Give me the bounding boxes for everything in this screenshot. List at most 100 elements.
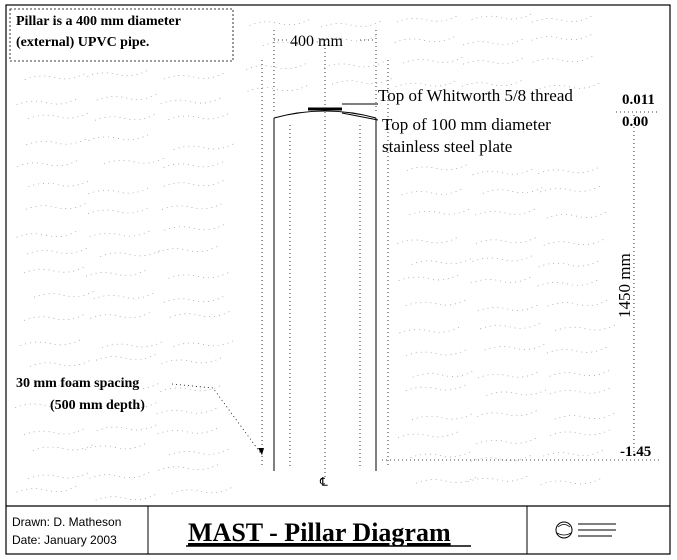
soil-hatch-stroke (160, 385, 221, 392)
soil-hatch-stroke (461, 80, 523, 87)
soil-hatch-stroke (100, 250, 161, 257)
soil-hatch-stroke (85, 443, 146, 450)
soil-hatch-stroke (17, 160, 78, 167)
plate-leader (341, 112, 379, 121)
soil-hatch-stroke (94, 114, 156, 121)
soil-hatch-stroke (161, 357, 222, 364)
soil-hatch-stroke (477, 371, 539, 379)
pillar-note-line2: (external) UPVC pipe. (16, 35, 149, 50)
soil-hatch-stroke (477, 304, 538, 312)
soil-hatch-stroke (401, 188, 462, 196)
soil-hatch-stroke (247, 84, 308, 92)
soil-hatch-stroke (470, 276, 531, 284)
soil-hatch-stroke (87, 207, 149, 215)
soil-hatch-stroke (540, 478, 601, 485)
soil-hatch-stroke (531, 15, 593, 23)
soil-hatch-stroke (532, 56, 593, 63)
soil-hatch-stroke (409, 208, 470, 216)
soil-hatch-stroke (102, 341, 163, 349)
foam-leader-arrow (258, 448, 264, 455)
soil-hatch-stroke (538, 260, 599, 268)
soil-hatch-stroke (462, 38, 524, 46)
soil-hatch-stroke (546, 346, 608, 354)
soil-hatch-stroke (28, 180, 89, 188)
soil-hatch-stroke (397, 431, 459, 439)
soil-hatch-stroke (546, 211, 607, 219)
plate-callout-line2: stainless steel plate (382, 137, 512, 156)
soil-hatch-stroke (399, 326, 460, 334)
soil-hatch-stroke (554, 412, 615, 420)
soil-hatch-stroke (96, 424, 157, 432)
soil-hatch-stroke (405, 299, 466, 307)
soil-hatch-stroke (85, 269, 147, 277)
soil-hatch-stroke (537, 279, 598, 287)
soil-hatch-stroke (163, 72, 225, 80)
soil-hatch-stroke (161, 203, 223, 210)
soil-hatch-stroke (95, 353, 157, 361)
soil-hatch-stroke (29, 360, 91, 367)
soil-hatch-stroke (411, 413, 473, 421)
soil-hatch-stroke (484, 343, 545, 351)
drawn-date: Date: January 2003 (12, 533, 117, 547)
soil-hatch-stroke (173, 143, 234, 151)
soil-hatch-stroke (249, 19, 310, 26)
soil-hatch-stroke (163, 161, 224, 168)
soil-hatching (15, 13, 616, 501)
soil-hatch-stroke (246, 63, 307, 70)
soil-hatch-stroke (394, 36, 455, 43)
soil-hatch-stroke (33, 290, 95, 298)
soil-hatch-stroke (482, 187, 543, 194)
width-label: 400 mm (290, 33, 343, 50)
soil-hatch-stroke (323, 61, 385, 68)
soil-hatch-stroke (88, 187, 149, 195)
soil-hatch-stroke (540, 185, 601, 193)
soil-hatch-stroke (24, 73, 85, 80)
soil-hatch-stroke (531, 33, 592, 41)
soil-hatch-stroke (402, 56, 464, 64)
soil-hatch-stroke (88, 134, 149, 141)
foam-note-line2: (500 mm depth) (50, 398, 145, 413)
soil-hatch-stroke (471, 13, 532, 21)
level-plate: 0.00 (622, 114, 648, 130)
soil-hatch-stroke (23, 428, 85, 436)
soil-hatch-stroke (410, 451, 471, 459)
soil-hatch-stroke (15, 401, 76, 408)
soil-hatch-stroke (160, 97, 221, 105)
soil-hatch-stroke (87, 70, 148, 77)
soil-hatch-stroke (406, 164, 468, 171)
soil-hatch-stroke (28, 472, 89, 480)
soil-hatch-stroke (549, 387, 611, 395)
soil-hatch-stroke (25, 202, 87, 210)
foam-leader (171, 383, 263, 456)
pillar-top-dome (273, 110, 377, 119)
soil-hatch-stroke (550, 429, 611, 436)
soil-hatch-stroke (396, 15, 458, 23)
soil-hatch-stroke (16, 485, 77, 493)
soil-hatch-stroke (397, 237, 458, 244)
soil-hatch-stroke (169, 311, 231, 318)
soil-hatch-stroke (156, 407, 217, 415)
soil-hatch-stroke (405, 384, 466, 392)
soil-hatch-stroke (96, 93, 157, 101)
soil-hatch-stroke (169, 448, 230, 456)
plate-callout-line1: Top of 100 mm diameter (382, 115, 551, 134)
pillar-note-box (9, 8, 234, 62)
soil-hatch-stroke (411, 258, 472, 265)
soil-hatch-stroke (28, 112, 89, 120)
soil-hatch-stroke (554, 324, 616, 332)
soil-hatch-stroke (472, 168, 533, 176)
foam-note-line1: 30 mm foam spacing (16, 376, 139, 391)
soil-hatch-stroke (472, 255, 533, 262)
soil-hatch-stroke (19, 379, 80, 387)
soil-hatch-stroke (26, 247, 88, 255)
organization-logo (555, 521, 616, 539)
diagram-title: MAST - Pillar Diagram (188, 518, 451, 547)
soil-hatch-stroke (171, 487, 233, 494)
soil-hatch-stroke (89, 471, 150, 479)
soil-hatch-stroke (157, 427, 218, 435)
soil-hatch-stroke (164, 224, 225, 231)
soil-hatch-stroke (406, 349, 467, 356)
soil-hatch-stroke (539, 82, 600, 90)
